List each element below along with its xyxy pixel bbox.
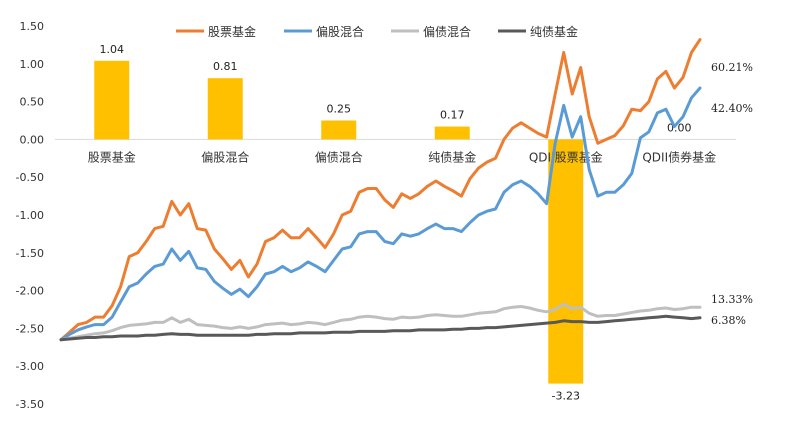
y-tick-label: 1.50 [20,20,45,33]
series-end-label: 13.33% [711,293,753,306]
bar [548,139,584,384]
series-lines [59,38,702,342]
y-tick-label: -2.50 [16,322,44,335]
series-end-label: 42.40% [711,102,753,115]
bar-value-label: 0.25 [327,103,352,116]
y-tick-label: 0.50 [20,96,45,109]
bar [94,60,130,140]
legend-label: 偏债混合 [423,24,471,39]
bar [321,120,357,140]
series-end-labels: 60.21% 42.40% 13.33% 6.38% [711,61,753,327]
category-label: QDII债券基金 [642,149,716,164]
category-label: 股票基金 [88,149,136,164]
bars [94,60,584,384]
y-tick-label: 1.00 [20,58,45,71]
series-line [59,86,702,342]
series-end-label: 60.21% [711,61,753,74]
bar-value-label: -3.23 [552,390,580,403]
series-line [59,314,702,342]
category-label: 纯债基金 [428,149,476,164]
bar-value-label: 1.04 [100,43,125,56]
y-axis: 1.50 1.00 0.50 0.00 -0.50 -1.00 -1.50 -2.00 -2.5… [16,20,44,411]
y-tick-label: -3.50 [16,398,44,411]
legend-label: 偏股混合 [316,24,364,39]
y-tick-label: -1.50 [16,247,44,260]
category-labels: 股票基金 偏股混合 偏债混合 纯债基金 QDII股票基金 QDII债券基金 [88,149,716,164]
series-line [59,38,702,342]
series-line [59,302,702,342]
bar [434,126,470,140]
bar-value-labels: 1.04 0.81 0.25 0.17 -3.23 0.00 [100,43,692,403]
bar-value-label: 0.00 [667,121,692,134]
category-label: 偏股混合 [201,149,249,164]
y-tick-label: 0.00 [20,133,45,146]
legend-label: 纯债基金 [530,24,578,39]
bar [207,78,243,140]
category-label: QDII股票基金 [529,149,603,164]
legend-label: 股票基金 [208,24,256,39]
y-tick-label: -3.00 [16,360,44,373]
bar-value-label: 0.17 [440,109,465,122]
y-tick-label: -0.50 [16,171,44,184]
category-label: 偏债混合 [315,149,363,164]
y-tick-label: -2.00 [16,285,44,298]
legend: 股票基金 偏股混合 偏债混合 纯债基金 [176,24,578,39]
y-tick-label: -1.00 [16,209,44,222]
bar-value-label: 0.81 [213,60,238,73]
series-end-label: 6.38% [711,314,746,327]
